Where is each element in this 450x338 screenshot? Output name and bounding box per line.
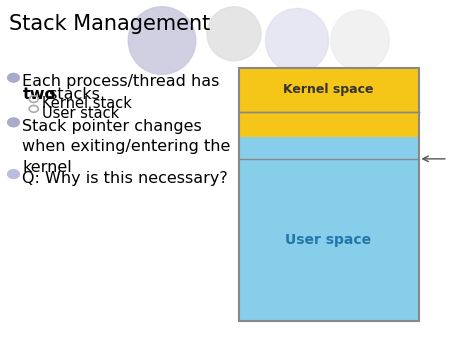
Text: User stack: User stack: [42, 106, 119, 121]
Text: Each process/thread has: Each process/thread has: [22, 74, 220, 89]
Circle shape: [8, 170, 19, 178]
Text: User space: User space: [285, 233, 372, 247]
Ellipse shape: [266, 8, 328, 73]
Text: two: two: [22, 87, 56, 102]
Ellipse shape: [331, 10, 389, 71]
Text: Kernel space: Kernel space: [283, 83, 374, 96]
Text: Kernel stack: Kernel stack: [42, 96, 132, 111]
Ellipse shape: [207, 7, 261, 61]
Bar: [238, 68, 418, 112]
Bar: [238, 159, 418, 321]
Bar: [238, 137, 418, 159]
Bar: [238, 68, 418, 321]
Text: stacks: stacks: [44, 87, 100, 102]
Text: Q: Why is this necessary?: Q: Why is this necessary?: [22, 171, 228, 186]
Circle shape: [8, 73, 19, 82]
Circle shape: [8, 118, 19, 127]
Ellipse shape: [128, 7, 196, 74]
Text: Stack pointer changes
when exiting/entering the
kernel: Stack pointer changes when exiting/enter…: [22, 119, 231, 175]
Bar: [238, 112, 418, 137]
Text: Stack Management: Stack Management: [9, 14, 210, 33]
